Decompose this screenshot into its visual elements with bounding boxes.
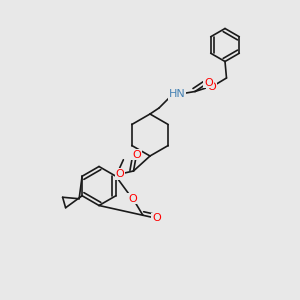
Text: HN: HN [169, 89, 185, 100]
Text: O: O [204, 77, 213, 88]
Text: O: O [116, 169, 124, 179]
Text: O: O [128, 194, 137, 204]
Text: O: O [207, 82, 216, 92]
Text: O: O [152, 213, 161, 223]
Text: O: O [132, 149, 141, 160]
